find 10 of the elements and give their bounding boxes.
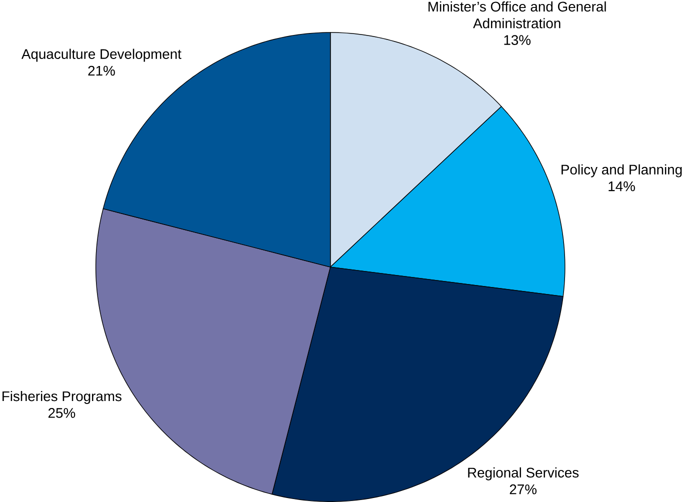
data-label: 21%	[88, 66, 115, 76]
slice-label: Minister’s Office and General Administration	[428, 1, 606, 28]
slice-label: Aquaculture Development	[21, 48, 182, 62]
slice-label: Regional Services	[468, 467, 579, 480]
slice-label: Fisheries Programs	[2, 391, 122, 404]
data-label: 14%	[608, 181, 635, 192]
data-label: 25%	[48, 408, 76, 418]
data-label: 13%	[504, 35, 531, 45]
data-label: 27%	[510, 484, 537, 494]
slice-label: Policy and Planning	[562, 164, 682, 178]
